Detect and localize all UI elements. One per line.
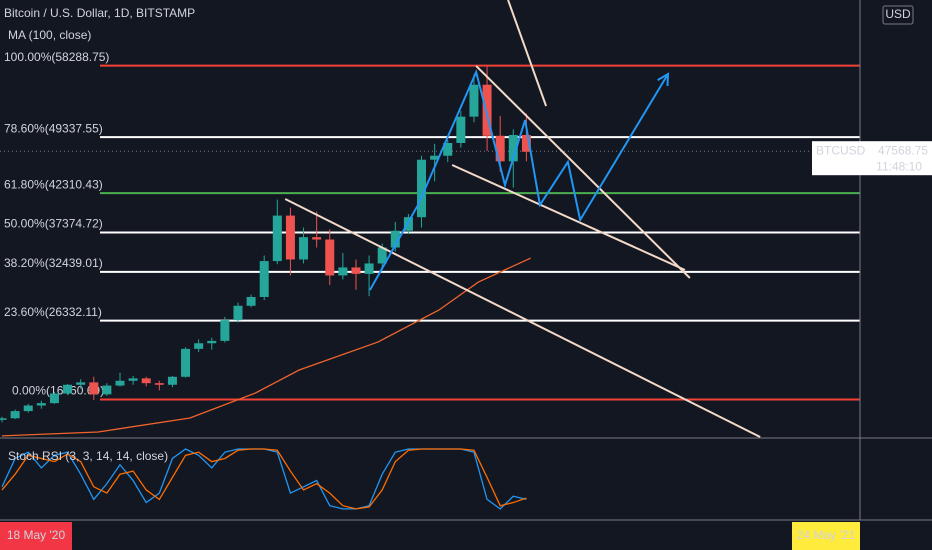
candle-body xyxy=(495,135,505,162)
trend-line xyxy=(475,65,691,279)
countdown: 11:48:10 xyxy=(876,159,922,173)
candle-body xyxy=(272,215,282,262)
candle-body xyxy=(299,237,309,260)
candle-body xyxy=(456,116,466,143)
candle-body xyxy=(377,247,387,264)
candle-body xyxy=(49,393,59,404)
candle-body xyxy=(102,385,112,395)
candle-body xyxy=(233,305,243,321)
candle-body xyxy=(76,382,86,385)
candle-body xyxy=(482,84,492,136)
currency[interactable]: USD xyxy=(885,7,911,21)
candle-body xyxy=(508,134,518,162)
fib-label: 61.80%(42310.43) xyxy=(4,177,103,191)
candle-body xyxy=(469,84,479,117)
candle-body xyxy=(220,320,230,341)
candle-body xyxy=(36,403,46,406)
projection-arrowhead xyxy=(657,72,670,87)
fib-label: 78.60%(49337.55) xyxy=(4,121,103,135)
candle-body xyxy=(207,340,217,344)
range-start: 18 May '20 xyxy=(7,528,66,542)
fib-label: 50.00%(37374.72) xyxy=(4,217,103,231)
candle-body xyxy=(285,215,295,260)
indicator-label: MA (100, close) xyxy=(8,28,91,42)
last-price-value: 47568.75 xyxy=(878,143,928,157)
candle-body xyxy=(63,384,73,394)
candle-body xyxy=(0,418,7,420)
candle-body xyxy=(23,405,33,412)
last-price-symbol: BTCUSD xyxy=(816,143,866,157)
ma-line xyxy=(1,257,532,437)
candle-body xyxy=(246,296,256,306)
candle-body xyxy=(167,376,177,385)
range-end: 24 May '21 xyxy=(797,528,856,542)
candle-body xyxy=(181,348,191,377)
candle-body xyxy=(430,155,440,160)
fib-label: 38.20%(32439.01) xyxy=(4,256,103,270)
candle-body xyxy=(128,378,138,381)
last-price-box xyxy=(812,141,932,176)
rsi-title: Stoch RSI (3, 3, 14, 14, close) xyxy=(8,449,168,463)
candle-body xyxy=(364,263,374,274)
trend-line xyxy=(451,164,686,271)
fib-label: 100.00%(58288.75) xyxy=(4,50,109,64)
fib-label: 23.60%(26332.11) xyxy=(4,305,102,319)
candle-body xyxy=(259,261,269,297)
range-start-box xyxy=(0,522,72,550)
candle-body xyxy=(194,343,204,349)
range-end-box xyxy=(792,522,860,550)
trend-line xyxy=(284,198,761,438)
candle-body xyxy=(154,383,164,385)
trend-line xyxy=(507,0,548,107)
chart-title: Bitcoin / U.S. Dollar, 1D, BITSTAMP xyxy=(4,6,195,20)
candle-body xyxy=(89,382,99,395)
candle-body xyxy=(312,237,322,240)
price-axis-bg xyxy=(860,0,932,550)
candle-body xyxy=(141,378,151,384)
candle-body xyxy=(390,230,400,248)
rsi-line xyxy=(1,448,527,510)
candle-body xyxy=(443,142,453,156)
candle-body xyxy=(325,239,335,276)
projection-path xyxy=(369,68,669,291)
candle-body xyxy=(417,159,427,218)
candle-body xyxy=(115,380,125,386)
currency-box[interactable] xyxy=(882,5,914,25)
candle-body xyxy=(521,134,531,152)
candle-body xyxy=(338,267,348,276)
candle-body xyxy=(10,411,20,419)
candle-body xyxy=(351,267,361,274)
